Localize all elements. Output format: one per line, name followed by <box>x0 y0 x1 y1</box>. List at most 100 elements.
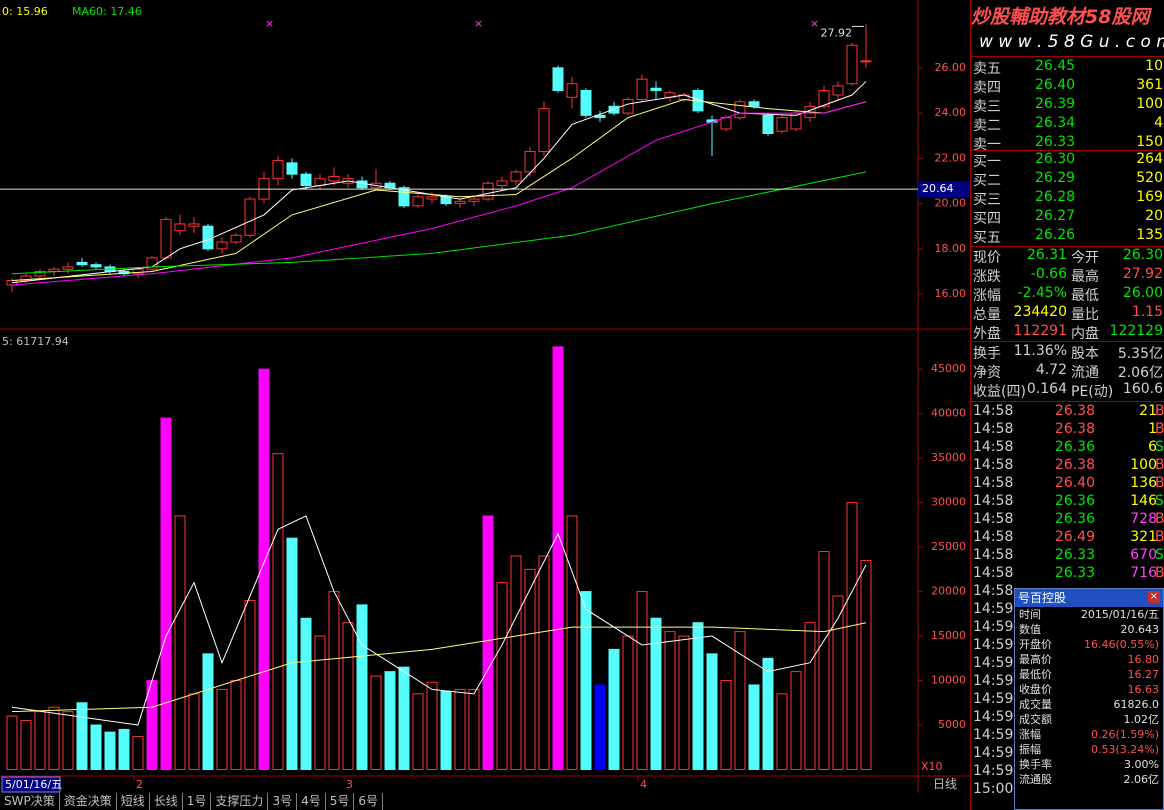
cell: 卖三 <box>973 99 1001 115</box>
cell: 最低 <box>1071 288 1099 304</box>
cell: 14:58 <box>973 457 1014 473</box>
period[interactable]: 日线 <box>932 777 957 791</box>
cell: 26.36 <box>1054 511 1095 527</box>
cell: 14:59 <box>973 691 1014 707</box>
volume-bar <box>482 515 494 771</box>
volume-bar <box>538 555 550 770</box>
cell: 1 <box>1148 421 1157 437</box>
indicator-line <box>11 99 867 281</box>
legend-label: 5: 61717.94 <box>2 335 69 348</box>
row: 14:58 26.38 100 B <box>973 457 1164 475</box>
cell: 10 <box>1145 58 1163 74</box>
candle-body <box>524 151 536 173</box>
candle-body <box>230 234 242 243</box>
row: 14:58 26.38 21 B <box>973 403 1164 421</box>
volume-bar <box>426 681 438 771</box>
tab[interactable]: SWP决策 <box>0 793 60 810</box>
row: 卖五 26.45 10 <box>973 58 1164 77</box>
cell: 122129 <box>1109 323 1163 339</box>
candle-body <box>496 180 508 186</box>
row: 卖三 26.39 100 <box>973 96 1164 115</box>
y-tick-label: 22.00 <box>935 151 967 164</box>
cell: 买四 <box>973 211 1001 227</box>
cell: 27.92 <box>1122 266 1163 282</box>
popup-value: 16.63 <box>1127 683 1160 696</box>
volume-bar <box>356 604 368 770</box>
candle-body <box>608 105 620 114</box>
candle-body <box>762 114 774 134</box>
popup-key: 最低价 <box>1019 668 1052 681</box>
cell: 14:59 <box>973 673 1014 689</box>
cell: 26.39 <box>1035 96 1076 112</box>
y-tick-label: 26.00 <box>935 61 967 74</box>
popup-value: 1.02亿 <box>1123 713 1160 726</box>
row: 卖二 26.34 4 <box>973 115 1164 134</box>
row: 现价 26.31 今开 26.30 <box>973 247 1164 266</box>
cell: 14:58 <box>973 475 1014 491</box>
row: 14:59 <box>973 601 1164 619</box>
volume-bar <box>328 591 340 770</box>
close-button[interactable]: × <box>1148 591 1160 603</box>
cell: 卖二 <box>973 118 1001 134</box>
cell: B <box>1155 403 1164 419</box>
cell: 卖一 <box>973 137 1001 153</box>
cell: 14:58 <box>973 529 1014 545</box>
popup-title: 号百控股 × <box>1015 589 1163 607</box>
volume-bar <box>398 666 410 771</box>
volume-bar <box>230 680 242 771</box>
cell: 流通 <box>1071 365 1099 381</box>
tab[interactable]: 长线 <box>150 793 183 810</box>
cell: 现价 <box>973 250 1001 266</box>
cell: 716 <box>1130 565 1157 581</box>
volume-bar <box>622 635 634 770</box>
tab[interactable]: 6号 <box>354 793 383 810</box>
cell: 量比 <box>1071 307 1099 323</box>
candle-body <box>426 196 438 200</box>
volume-bar <box>244 599 256 771</box>
cell: S <box>1155 493 1164 509</box>
cell: 收益(四) <box>973 384 1026 400</box>
volume-bar <box>762 657 774 770</box>
cell: 146 <box>1130 493 1157 509</box>
cell: 14:59 <box>973 655 1014 671</box>
tab[interactable]: 资金决策 <box>60 793 117 810</box>
popup-key: 振幅 <box>1019 743 1041 756</box>
cell: 14:59 <box>973 763 1014 779</box>
tab[interactable]: 短线 <box>117 793 150 810</box>
candle-body <box>188 223 200 227</box>
row: 净资 4.72 流通 2.06亿 <box>973 362 1164 381</box>
y-tick-label: 35000 <box>931 451 966 464</box>
candle-body <box>846 44 858 85</box>
url: w w w . 5 8 G u . c o m <box>979 32 1164 52</box>
tab[interactable]: 4号 <box>297 793 326 810</box>
cursor-box <box>918 181 970 198</box>
cell: 26.30 <box>1035 151 1076 167</box>
cursor-label: 20.64 <box>922 182 954 195</box>
tab[interactable]: 3号 <box>268 793 298 810</box>
cell: 26.49 <box>1054 529 1095 545</box>
row: 买二 26.29 520 <box>973 170 1164 189</box>
row: 卖四 26.40 361 <box>973 77 1164 96</box>
volume-bar <box>412 693 424 770</box>
tab[interactable]: 5号 <box>326 793 355 810</box>
y-tick-label: 20.00 <box>935 197 967 210</box>
volume-bar <box>790 671 802 770</box>
row: 14:59 <box>973 673 1164 691</box>
volume-bar <box>496 582 508 771</box>
tab[interactable]: 支撑压力 <box>211 793 269 810</box>
popup-row: 换手率 3.00% <box>1015 757 1163 772</box>
popup-value: 0.26(1.59%) <box>1090 728 1159 741</box>
volume-bar <box>678 635 690 770</box>
volume-bar <box>524 568 536 770</box>
tab[interactable]: 1号 <box>183 793 212 810</box>
candle-body <box>636 78 648 101</box>
volume-bar <box>832 595 844 771</box>
row: 买四 26.27 20 <box>973 208 1164 227</box>
cell: 26.00 <box>1122 285 1163 301</box>
indicator-line <box>11 101 867 286</box>
legend-label: MA60: 17.46 <box>72 5 142 18</box>
volume-bar <box>370 675 382 770</box>
cell: S <box>1155 547 1164 563</box>
candle-body <box>300 173 312 186</box>
